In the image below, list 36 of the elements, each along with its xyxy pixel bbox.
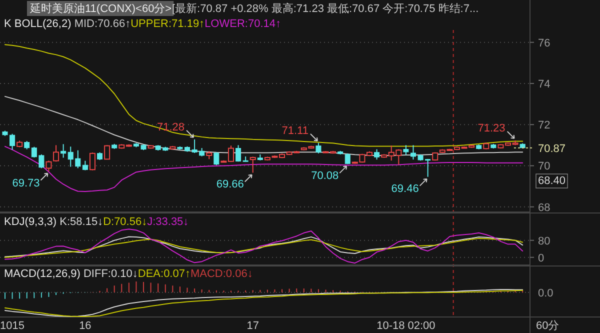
- legend-title: KDJ(9,3,3): [4, 216, 60, 228]
- x-tick-label: 1015: [0, 320, 25, 332]
- legend-title: MACD(12,26,9): [4, 268, 84, 280]
- y-tick-label: 72: [538, 120, 550, 132]
- chart-title: 延时美原油11(CONX)<60分>: [29, 2, 172, 15]
- annotation: 71.11: [282, 124, 308, 137]
- text: 68.40: [538, 175, 566, 187]
- annotation: 71.23: [478, 122, 506, 134]
- x-tick-label: 16: [79, 320, 92, 332]
- series-label: MACD:0.06↓: [190, 268, 253, 280]
- text: 70.87: [538, 142, 566, 155]
- text: DIFF:0.10↓: [83, 268, 138, 280]
- series-label: K:58.15↓: [60, 216, 104, 228]
- text: UPPER:71.19↑: [130, 18, 205, 30]
- text: LOWER:70.14↑: [204, 18, 281, 30]
- annotation: 70.08: [311, 170, 339, 182]
- legend-title: K BOLL(26,2): [4, 18, 74, 30]
- y-tick-label: 76: [538, 37, 550, 50]
- annotation: 69.46: [391, 182, 419, 195]
- series-label: D:70.56↓: [103, 216, 148, 228]
- annotation: 69.73: [12, 177, 40, 190]
- x-tick-label: 10-18 02:00: [376, 320, 436, 332]
- annotation: 69.66: [216, 178, 244, 191]
- text: MID:70.66↑: [74, 18, 131, 30]
- y-tick-label: 74: [538, 78, 550, 90]
- y-tick-label: 68: [538, 202, 550, 214]
- y-tick-label: 80: [538, 235, 550, 248]
- text: [最新:70.87 +0.28% 最高:71.23 最低:70.67 今开:70.75 昨结:7...: [172, 2, 479, 15]
- series-label: J:33.35↓: [147, 216, 189, 228]
- text: 60分: [536, 320, 560, 332]
- annotation: 71.28: [157, 121, 185, 134]
- x-tick-label: 17: [246, 320, 259, 332]
- y-tick-label: 0: [538, 252, 544, 264]
- text: 0.0: [538, 287, 554, 300]
- y-tick-label: 70: [538, 160, 550, 173]
- series-label: DEA:0.07↑: [138, 268, 190, 280]
